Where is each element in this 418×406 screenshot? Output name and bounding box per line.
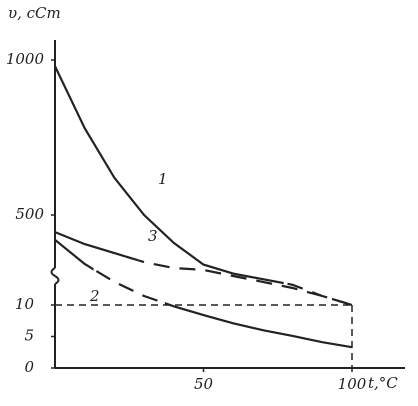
curve-dashed	[138, 259, 352, 307]
curve	[55, 231, 139, 262]
y-tick-label: 500	[15, 205, 44, 223]
x-tick-label: 50	[194, 375, 214, 393]
y-axis-label: υ, сСт	[8, 4, 61, 22]
y-tick-label: 10	[15, 295, 35, 313]
x-axis-label: t,°C	[368, 374, 398, 392]
x-tick-label: 100	[338, 375, 367, 393]
curve-label: 3	[148, 227, 158, 245]
curve-dashed	[93, 268, 165, 305]
axis-break	[50, 267, 60, 285]
curve-dashed	[283, 282, 352, 307]
curve	[55, 65, 284, 285]
curve-label: 2	[89, 287, 100, 305]
y-tick-label: 5	[24, 327, 34, 345]
y-tick-label: 0	[24, 358, 34, 376]
curve-label: 1	[158, 170, 168, 188]
axes	[50, 40, 405, 369]
y-tick-label: 1000	[6, 50, 45, 68]
curve	[55, 238, 352, 349]
